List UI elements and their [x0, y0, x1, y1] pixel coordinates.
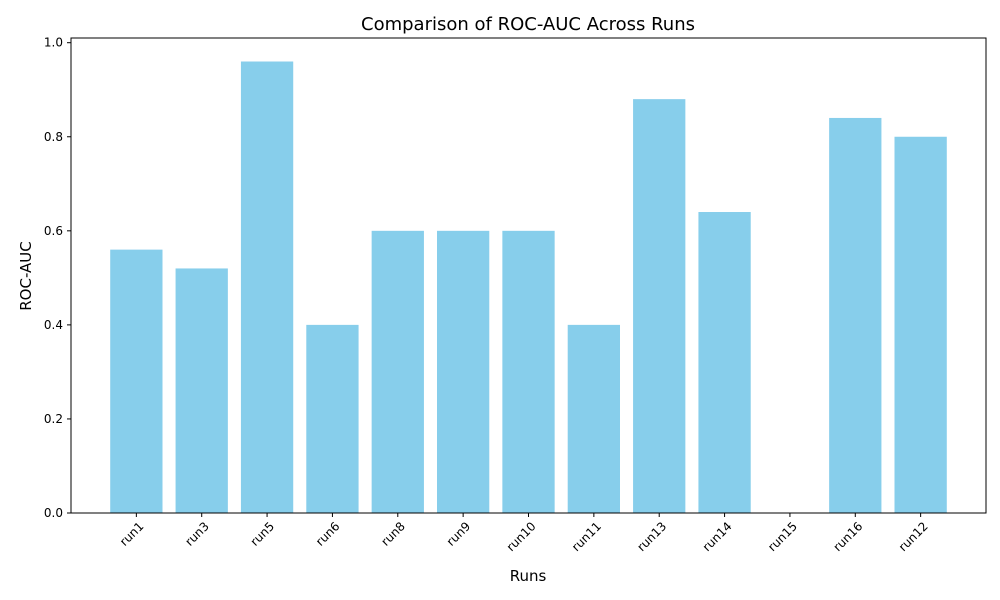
y-tick-label: 0.2 [44, 412, 63, 426]
bar-run1 [110, 249, 163, 513]
bar-run9 [437, 230, 490, 513]
bar-run5 [240, 61, 294, 513]
bar-run6 [306, 324, 359, 513]
plot-frame [70, 37, 987, 514]
bar-run12 [894, 136, 947, 513]
y-axis-ticks: 0.0 0.2 0.4 0.6 0.8 1.0 [44, 36, 71, 520]
bar-run16 [829, 117, 882, 513]
bars-group [110, 61, 947, 513]
bar-run10 [502, 230, 555, 513]
bar-run8 [371, 230, 424, 513]
y-axis-title: ROC-AUC [17, 241, 35, 311]
y-tick-label: 0.6 [44, 224, 63, 238]
x-axis-title: Runs [510, 567, 547, 585]
y-tick-label: 0.4 [44, 318, 63, 332]
bar-run11 [567, 324, 620, 513]
chart-title: Comparison of ROC-AUC Across Runs [361, 14, 695, 35]
bar-run14 [698, 212, 751, 513]
y-tick-label: 0.0 [44, 506, 63, 520]
bar-run13 [633, 99, 686, 513]
y-tick-label: 0.8 [44, 130, 63, 144]
bar-run3 [175, 268, 228, 513]
y-tick-label: 1.0 [44, 36, 63, 50]
